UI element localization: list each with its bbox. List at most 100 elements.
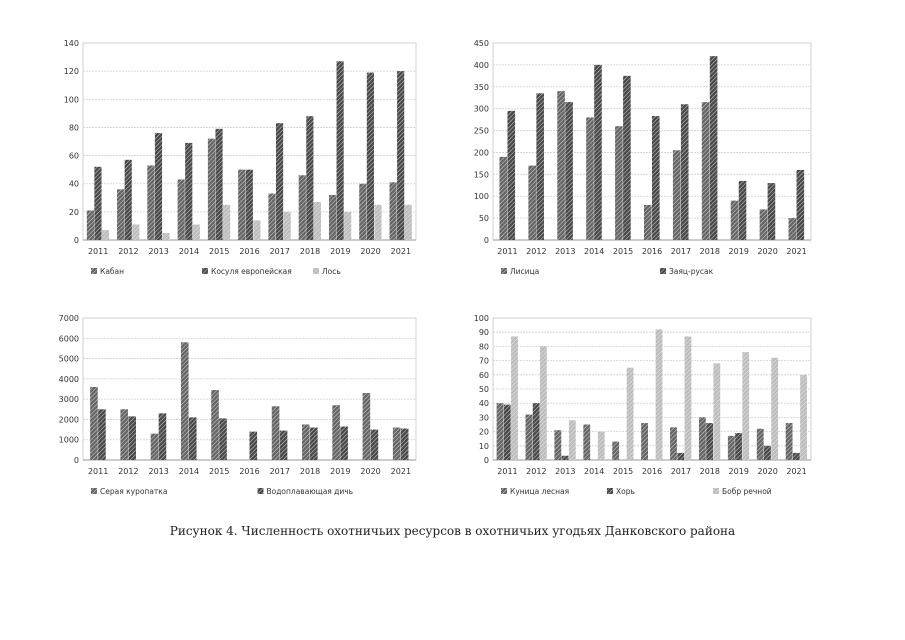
- x-tick-label: 2012: [118, 467, 138, 476]
- bar: [207, 138, 216, 240]
- x-tick-label: 2021: [391, 467, 411, 476]
- bar: [275, 123, 284, 240]
- x-tick-label: 2015: [209, 467, 229, 476]
- bar: [672, 150, 681, 240]
- bar: [788, 218, 797, 240]
- y-tick-label: 30: [479, 413, 489, 422]
- legend-label: Бобр речной: [722, 487, 772, 496]
- x-tick-label: 2013: [149, 247, 169, 256]
- bar: [565, 102, 573, 240]
- legend-swatch: [501, 268, 507, 274]
- bar: [188, 417, 197, 460]
- bar: [362, 393, 371, 460]
- bar: [507, 110, 516, 240]
- x-tick-label: 2016: [642, 247, 662, 256]
- bar: [238, 169, 246, 240]
- legend-label: Серая куропатка: [100, 487, 167, 496]
- y-tick-label: 7000: [59, 314, 79, 323]
- bar: [792, 452, 800, 460]
- bar: [641, 423, 648, 460]
- chart-fox-hare: 0 50 100 150 200 250 300 350 400 450 2011 2012 2013 2…: [465, 35, 815, 290]
- bar: [561, 455, 569, 460]
- legend-label: Водоплавающая дичь: [267, 487, 354, 496]
- y-tick-label: 80: [69, 123, 79, 132]
- y-tick-label: 3000: [59, 395, 79, 404]
- bar: [554, 430, 562, 460]
- bar: [211, 390, 219, 460]
- bar: [271, 406, 280, 460]
- bar: [586, 117, 594, 240]
- y-tick-label: 10: [479, 442, 489, 451]
- legend-label: Хорь: [616, 487, 635, 496]
- y-tick-label: 60: [479, 371, 489, 380]
- y-tick-label: 100: [474, 192, 489, 201]
- y-tick-label: 60: [69, 152, 79, 161]
- bar: [796, 169, 805, 240]
- bar: [511, 336, 518, 460]
- bar: [132, 224, 140, 240]
- x-tick-label: 2014: [584, 467, 604, 476]
- x-tick-label: 2011: [88, 467, 108, 476]
- bar: [738, 180, 747, 240]
- bar: [652, 116, 660, 240]
- bar: [735, 433, 742, 460]
- bar: [525, 414, 533, 460]
- bar: [223, 204, 231, 240]
- bar: [150, 433, 159, 460]
- x-tick-label: 2019: [729, 467, 749, 476]
- legend-swatch: [501, 488, 507, 494]
- bar: [623, 75, 631, 240]
- legend-label: Косуля европейская: [211, 267, 292, 276]
- bar: [680, 104, 689, 241]
- x-tick-label: 2015: [209, 247, 229, 256]
- x-tick-label: 2020: [360, 467, 380, 476]
- x-tick-label: 2020: [757, 467, 777, 476]
- bar: [785, 423, 793, 460]
- y-tick-label: 120: [64, 67, 79, 76]
- y-tick-label: 100: [64, 95, 79, 104]
- x-tick-label: 2017: [270, 247, 290, 256]
- bar: [499, 156, 508, 240]
- x-tick-label: 2016: [239, 247, 259, 256]
- x-tick-label: 2013: [555, 247, 575, 256]
- x-tick-label: 2019: [729, 247, 749, 256]
- bar: [192, 224, 200, 240]
- bar: [177, 179, 185, 240]
- x-tick-label: 2017: [671, 247, 691, 256]
- chart-ungulates: 0 20 40 60 80 100 120 140 2011 2012 2013 2014 2015 20…: [55, 35, 420, 290]
- y-tick-label: 40: [69, 180, 79, 189]
- bar: [400, 428, 409, 460]
- bar: [615, 126, 623, 240]
- x-tick-label: 2013: [555, 467, 575, 476]
- legend-label: Заяц-русак: [669, 267, 714, 276]
- bar: [701, 102, 710, 240]
- bar: [154, 133, 163, 240]
- chart-furbearers: 0 10 20 30 40 50 60 70 80 90 100 2011 2012 2013 2014 20…: [465, 310, 815, 510]
- bar: [366, 72, 374, 240]
- y-tick-label: 350: [474, 83, 489, 92]
- bar: [709, 56, 718, 240]
- y-tick-label: 90: [479, 328, 489, 337]
- bar: [684, 336, 692, 460]
- bar: [302, 424, 310, 460]
- legend-label: Лисица: [510, 267, 539, 276]
- bar: [670, 427, 677, 460]
- y-tick-label: 0: [484, 236, 489, 245]
- y-tick-label: 4000: [59, 375, 79, 384]
- x-tick-label: 2019: [330, 247, 350, 256]
- x-tick-label: 2018: [700, 247, 720, 256]
- bar: [370, 429, 379, 460]
- y-tick-label: 40: [479, 399, 489, 408]
- bar: [713, 363, 721, 460]
- x-tick-label: 2017: [671, 467, 691, 476]
- x-tick-label: 2020: [757, 247, 777, 256]
- legend-label: Кабан: [100, 267, 124, 276]
- x-tick-label: 2012: [118, 247, 138, 256]
- y-tick-label: 200: [474, 148, 489, 157]
- bar: [677, 452, 685, 460]
- x-tick-label: 2016: [239, 467, 259, 476]
- bar: [771, 357, 779, 460]
- legend-swatch: [91, 268, 97, 274]
- x-tick-label: 2014: [584, 247, 604, 256]
- bar: [404, 204, 412, 240]
